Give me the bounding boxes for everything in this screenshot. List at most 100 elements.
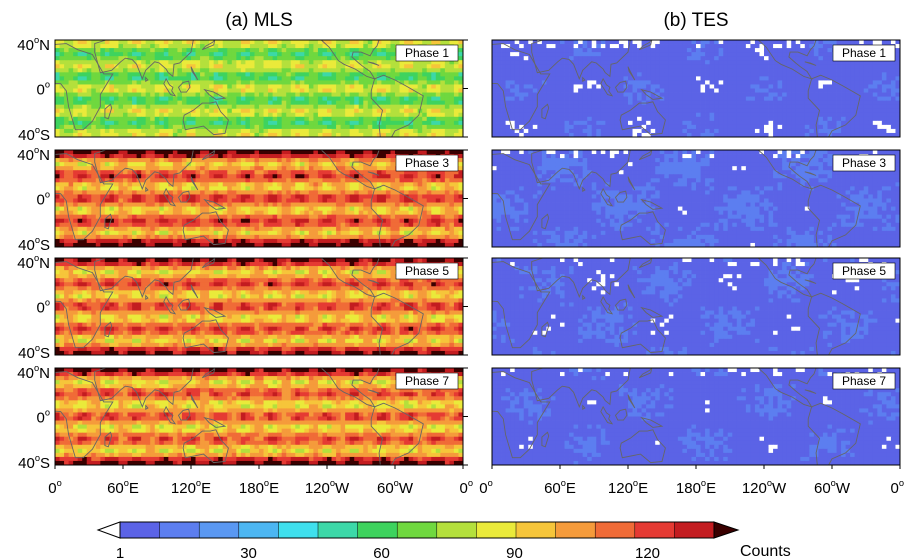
coastline (614, 80, 628, 93)
colorbar-over-triangle (713, 521, 740, 539)
coastline (367, 389, 380, 394)
coastline (163, 295, 177, 315)
colorbar-segment (476, 522, 517, 538)
coastline (807, 74, 861, 137)
phase-label-box (395, 372, 459, 390)
phase-label-box (832, 44, 896, 62)
chart-title-mls: (a) MLS (225, 10, 293, 31)
coastline (367, 61, 380, 66)
coastline (541, 431, 550, 448)
coastline (627, 176, 636, 191)
coastline (201, 40, 216, 51)
x-tick-label: 120oE (171, 478, 211, 497)
y-tick-label: 0o (36, 190, 50, 209)
coastline (182, 319, 229, 354)
x-tick-label: 0o (459, 478, 473, 497)
heatmap-panel-tes-3 (492, 258, 900, 355)
heatmap-panel-tes-1 (492, 40, 900, 137)
coastline (638, 368, 653, 379)
colorbar-segment (555, 522, 596, 538)
coastline (163, 187, 177, 207)
coastline (182, 211, 229, 246)
coastline (541, 103, 550, 120)
x-tick-label: 180oE (676, 478, 716, 497)
coastline (201, 368, 216, 379)
x-tick-label: 60oW (377, 478, 414, 497)
coastline (177, 190, 191, 203)
colorbar-segment (397, 522, 438, 538)
coastline (145, 294, 149, 300)
x-tick-label: 0o (479, 478, 493, 497)
coastline (94, 368, 194, 409)
chart-title-tes: (b) TES (663, 10, 728, 31)
coastline (104, 431, 113, 448)
coastline (367, 279, 380, 284)
coastline (320, 40, 380, 80)
coastline (201, 258, 216, 269)
coastline (619, 101, 666, 136)
coastline (600, 405, 614, 425)
x-tick-label: 180oE (239, 478, 279, 497)
coastline (582, 186, 586, 192)
phase-label-box (832, 262, 896, 280)
phase-label: Phase 5 (842, 264, 886, 278)
coastline (804, 389, 817, 394)
colorbar: 1 30 60 90 120 Counts (96, 521, 791, 560)
x-tick-label: 120oE (608, 478, 648, 497)
coastline (807, 402, 861, 465)
coastline (370, 292, 424, 355)
coastline (104, 103, 113, 120)
coastline (203, 198, 227, 210)
colorbar-frame (119, 521, 715, 539)
coastline (600, 295, 614, 315)
coastline (600, 187, 614, 207)
coastline (55, 371, 114, 459)
colorbar-segment (159, 522, 200, 538)
panel-frame (491, 257, 901, 356)
coastline (804, 279, 817, 284)
coastline (627, 284, 636, 299)
coastline (320, 368, 380, 408)
x-tick-label: 60oW (814, 478, 851, 497)
coastline (370, 74, 424, 137)
coastline (614, 408, 628, 421)
heatmap-panel-mls-3 (55, 258, 463, 355)
y-tick-label: 0o (36, 80, 50, 99)
colorbar-tick-label: 90 (506, 545, 523, 560)
y-tick-label: 40oN (17, 363, 50, 382)
coastline (177, 408, 191, 421)
coastline (757, 258, 817, 298)
phase-label: Phase 1 (842, 46, 886, 60)
phase-label: Phase 3 (842, 156, 886, 170)
coastline (492, 43, 551, 131)
coastline (807, 292, 861, 355)
coastline (203, 88, 227, 100)
colorbar-segment (238, 522, 279, 538)
phase-label-box (395, 44, 459, 62)
heatmap-panel-tes-2 (492, 150, 900, 247)
colorbar-segment (318, 522, 358, 538)
coastline (177, 298, 191, 311)
coastline (203, 416, 227, 428)
x-tick-label: 120oW (742, 478, 787, 497)
phase-label-box (395, 154, 459, 172)
coastline (757, 40, 817, 80)
axes-labels: 0o 60oE 120oE 180oE 120oW 60oW 0o40oN0o40oS40o… (17, 35, 904, 497)
coastline (367, 171, 380, 176)
coastline (638, 40, 653, 51)
coastline (627, 66, 636, 81)
coastline (600, 77, 614, 97)
y-tick-label: 40oS (18, 343, 50, 362)
y-tick-label: 40oS (18, 125, 50, 144)
coastline (320, 150, 380, 190)
coastline (203, 306, 227, 318)
coastline (145, 404, 149, 410)
coastline (55, 261, 114, 349)
coastline (804, 61, 817, 66)
coastline (640, 88, 664, 100)
y-tick-label: 40oN (17, 253, 50, 272)
coastline (163, 405, 177, 425)
coastline (531, 368, 631, 409)
y-tick-label: 0o (36, 408, 50, 427)
